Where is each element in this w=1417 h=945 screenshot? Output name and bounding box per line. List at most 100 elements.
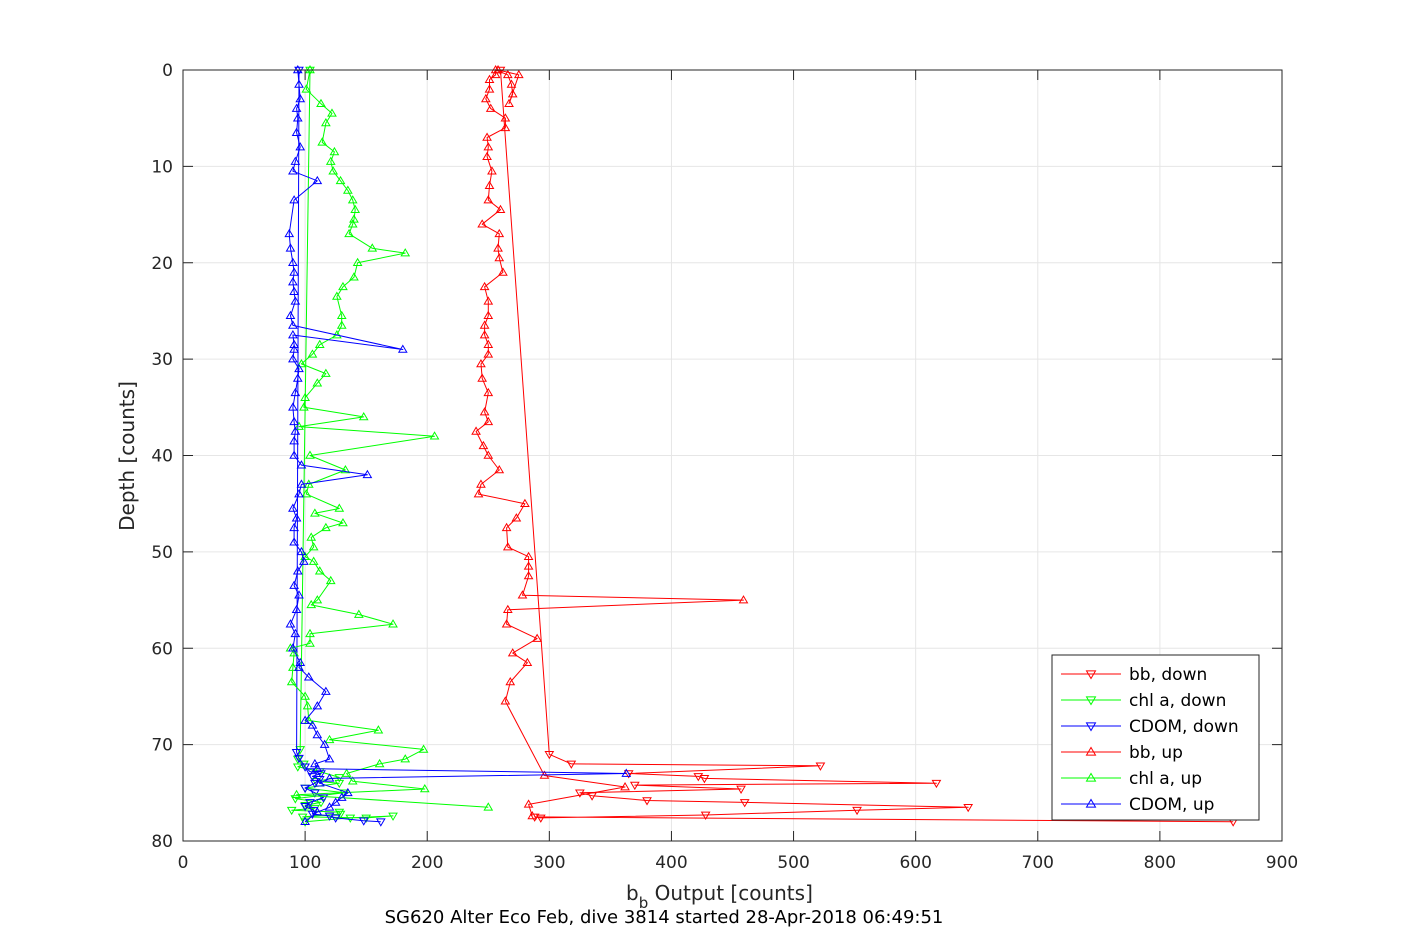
data-point — [288, 257, 298, 267]
data-point — [314, 566, 325, 575]
data-point — [334, 503, 345, 512]
data-point — [330, 797, 341, 806]
series-4 — [285, 65, 494, 811]
data-point — [325, 156, 336, 165]
data-point — [374, 758, 385, 768]
data-point — [338, 517, 348, 527]
data-point — [292, 373, 303, 382]
legend-item-5: CDOM, up — [1061, 795, 1214, 815]
data-point — [471, 426, 481, 435]
y-tick-label: 40 — [151, 447, 173, 467]
data-point — [693, 773, 704, 782]
data-point — [296, 546, 307, 556]
data-point — [352, 257, 363, 267]
data-point — [291, 789, 302, 799]
data-point — [566, 760, 577, 769]
data-point — [300, 392, 310, 401]
data-point — [498, 267, 508, 276]
data-point — [532, 633, 542, 642]
data-point — [629, 781, 640, 791]
data-point — [294, 754, 304, 764]
data-point — [316, 98, 326, 108]
data-point — [479, 281, 490, 291]
data-point — [325, 575, 336, 585]
data-point — [331, 291, 342, 300]
data-point — [336, 310, 347, 320]
data-point — [324, 802, 335, 811]
data-point — [494, 252, 505, 262]
legend-item-3: bb, up — [1061, 743, 1183, 763]
x-tick-label: 500 — [777, 853, 809, 873]
legend-label: CDOM, up — [1129, 795, 1214, 815]
data-point — [312, 807, 323, 816]
data-point — [400, 248, 411, 257]
x-tick-label: 300 — [533, 853, 565, 873]
series-layer — [284, 65, 1239, 827]
data-point — [344, 228, 354, 238]
data-point — [479, 330, 490, 339]
data-point — [314, 339, 325, 348]
data-point — [295, 93, 306, 103]
x-axis-label-main: b — [626, 881, 639, 905]
data-point — [289, 286, 299, 295]
data-point — [480, 93, 491, 103]
data-point — [523, 551, 534, 560]
data-point — [296, 479, 307, 488]
data-point — [963, 803, 974, 813]
data-point — [305, 450, 315, 459]
data-point — [336, 792, 347, 801]
data-point — [483, 387, 494, 397]
y-axis-label: Depth [counts] — [115, 381, 139, 531]
legend-label: bb, down — [1129, 665, 1207, 685]
data-point — [291, 513, 302, 522]
data-point — [502, 69, 513, 79]
data-point — [290, 628, 301, 638]
data-point — [511, 513, 522, 522]
data-point — [493, 65, 503, 74]
legend-marker — [1085, 798, 1097, 808]
data-point — [289, 648, 299, 657]
data-point — [483, 310, 494, 320]
legend-label: chl a, down — [1129, 691, 1226, 711]
x-tick-label: 600 — [899, 853, 931, 873]
chart-caption: SG620 Alter Eco Feb, dive 3814 started 2… — [385, 907, 944, 928]
data-point — [306, 532, 317, 541]
y-tick-label: 10 — [151, 157, 173, 177]
data-point — [362, 469, 373, 479]
data-point — [320, 368, 331, 377]
data-point — [544, 750, 555, 760]
data-point — [478, 440, 489, 450]
series-line — [291, 69, 394, 823]
data-point — [477, 373, 488, 382]
x-axis-label-subscript: b — [639, 894, 649, 912]
data-point — [485, 103, 496, 112]
data-point — [476, 479, 486, 488]
data-point — [306, 599, 317, 609]
legend-label: chl a, up — [1129, 769, 1202, 789]
data-point — [294, 421, 304, 430]
data-point — [301, 84, 312, 93]
data-point — [308, 556, 319, 565]
data-point — [522, 657, 533, 667]
data-point — [289, 416, 299, 426]
data-point — [350, 204, 361, 214]
data-point — [299, 402, 309, 411]
data-point — [506, 79, 517, 88]
data-point — [400, 754, 411, 763]
data-point — [300, 691, 310, 700]
data-point — [289, 580, 299, 589]
data-point — [342, 787, 353, 797]
data-point — [295, 142, 306, 151]
data-point — [529, 813, 540, 822]
data-point — [373, 725, 384, 734]
data-point — [738, 595, 749, 604]
data-point — [418, 744, 429, 753]
data-point — [482, 132, 492, 141]
y-tick-label: 0 — [162, 61, 173, 81]
data-point — [324, 773, 335, 782]
data-point — [288, 402, 298, 411]
data-point — [361, 814, 372, 823]
x-tick-label: 400 — [655, 853, 687, 873]
data-point — [490, 69, 501, 79]
